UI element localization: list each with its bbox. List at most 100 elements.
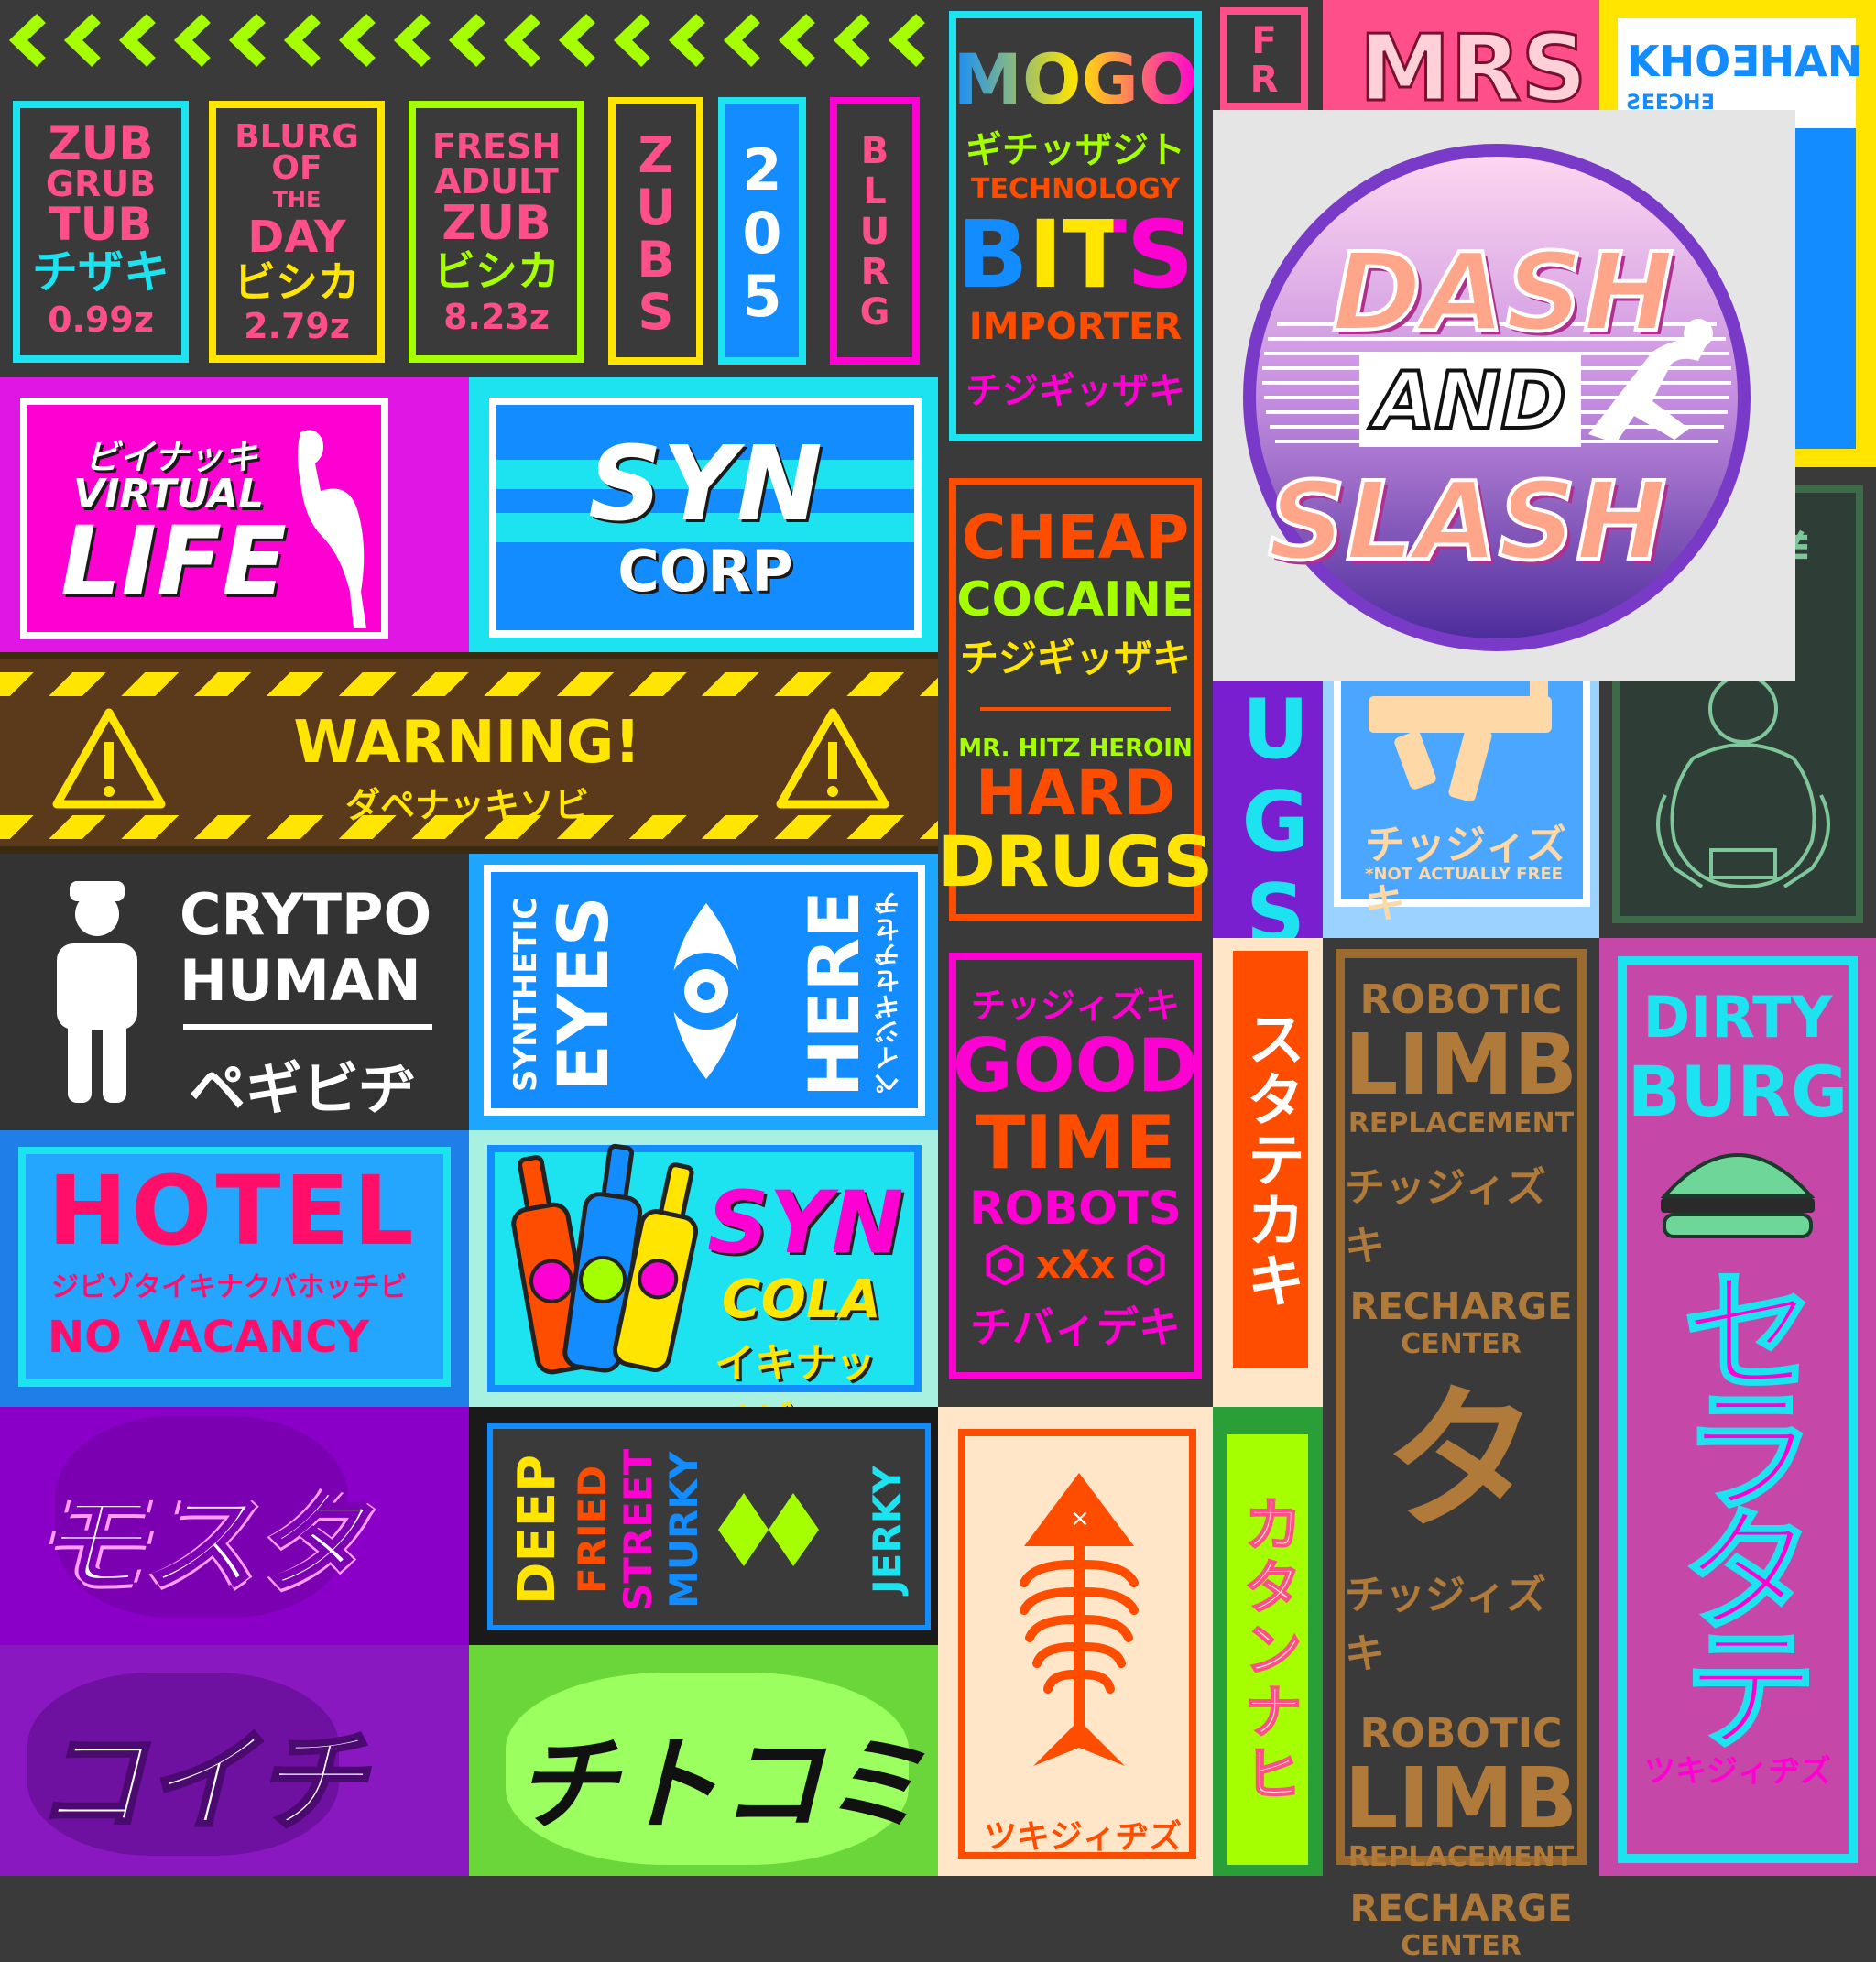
mogo-jp: チジギッザキ bbox=[965, 370, 1185, 412]
vertical-katakana: カタンナヒ bbox=[1233, 1493, 1303, 1806]
column-purple: UGS bbox=[1213, 681, 1324, 959]
sign-price: 0.99z bbox=[48, 300, 154, 340]
sign-205: 205 bbox=[718, 97, 806, 365]
limb-line: CENTER bbox=[1401, 1930, 1522, 1962]
sign-line: ADULT bbox=[434, 161, 559, 202]
chevron-icon bbox=[8, 13, 925, 68]
sign-vertical-text: ZUBS bbox=[627, 126, 685, 335]
divider bbox=[980, 707, 1171, 711]
mogo-line: TECHNOLOGY bbox=[971, 173, 1180, 205]
sign-fresh-adult-zub: FRESH ADULT ZUB ビシカ 8.23z bbox=[409, 101, 584, 363]
burg-jp: セラタテ bbox=[1656, 1259, 1818, 1739]
column-peach: スタテカキ bbox=[1213, 938, 1323, 1407]
hotel-title: HOTEL bbox=[48, 1155, 418, 1267]
sign-line: VIRTUAL bbox=[73, 471, 265, 518]
sign-line: SYNTHETIC bbox=[507, 896, 544, 1092]
sign-line: BLURG bbox=[234, 118, 359, 156]
vertical-katakana: スタテカキ bbox=[1237, 1008, 1304, 1311]
fr-text: FR bbox=[1243, 20, 1285, 97]
cola-line-2: COLA bbox=[722, 1268, 881, 1330]
sign-line: ZUB bbox=[442, 196, 551, 251]
robots-xxx: xXx bbox=[1035, 1242, 1116, 1287]
sign-deep-fried-jerky: DEEP FRIED STREET MURKY JERKY bbox=[469, 1407, 943, 1645]
sign-zubs: ZUBS bbox=[608, 97, 704, 365]
sign-mogo: MOGO ギチッザジト TECHNOLOGY BITS IMPORTER チジギ… bbox=[949, 11, 1202, 441]
jerky-word: DEEP bbox=[507, 1454, 567, 1606]
burg-line: BURG bbox=[1627, 1051, 1849, 1132]
warning-jp: ダペナッキソビ bbox=[344, 785, 589, 825]
divider bbox=[183, 1024, 432, 1030]
sign-line: LIFE bbox=[60, 506, 288, 617]
eye-icon bbox=[668, 903, 745, 1079]
hotel-status: NO VACANCY bbox=[48, 1312, 370, 1363]
sign-jp: ビシカ bbox=[433, 246, 560, 296]
sign-virtual-life: ビイナッキ VIRTUAL LIFE bbox=[20, 398, 388, 639]
mrs-title: MRS bbox=[1358, 14, 1589, 124]
sign-jp: ビシカ bbox=[234, 257, 360, 307]
sign-line: EYES bbox=[542, 896, 624, 1092]
sign-syn-cola: SYN COLA イキナッヂビ bbox=[487, 1143, 922, 1445]
sign-line: CRYTPO bbox=[180, 881, 432, 948]
big-katakana: モスタテ bbox=[33, 1477, 366, 1645]
sign-jp: ビイナッキ bbox=[84, 437, 258, 477]
sign-line: ZUB bbox=[48, 117, 154, 170]
burg-line: DIRTY bbox=[1642, 984, 1833, 1051]
column-green: カタンナヒ bbox=[1213, 1407, 1323, 1876]
limb-line: CENTER bbox=[1401, 1328, 1522, 1360]
coke-jp: チジギッザキ bbox=[959, 636, 1191, 681]
stripe bbox=[496, 513, 914, 542]
sign-line: HUMAN bbox=[180, 947, 421, 1014]
sign-vertical-text: 205 bbox=[728, 136, 796, 326]
panel-violet: コイチハ bbox=[0, 1645, 469, 1876]
mogo-line: BITS bbox=[956, 201, 1194, 310]
limb-line: RECHARGE bbox=[1349, 1888, 1573, 1930]
robots-jp: チッジィズキ bbox=[970, 986, 1180, 1026]
gun-note: *NOT ACTUALLY FREE bbox=[1365, 865, 1563, 884]
warning-title: WARNING! bbox=[293, 709, 641, 777]
sign-syn-corp: SYN CORP bbox=[489, 398, 922, 638]
mogo-title: MOGO bbox=[953, 38, 1198, 120]
jerky-word: JERKY bbox=[865, 1466, 910, 1594]
chevron-banner bbox=[0, 0, 943, 81]
sign-line: SYN bbox=[588, 424, 823, 544]
logo-word-and: AND bbox=[1359, 354, 1581, 449]
warning-triangle-icon bbox=[52, 708, 166, 809]
katakana-sign: スタテカキ bbox=[1233, 951, 1308, 1368]
sign-robotic-limb: ROBOTIC LIMB REPLACEMENT チッジィズキ RECHARGE… bbox=[1323, 938, 1599, 1962]
robots-jp: チバィデキ bbox=[970, 1303, 1181, 1352]
sumo-wrestler-icon bbox=[1656, 667, 1830, 889]
sign-line: DAY bbox=[247, 212, 346, 263]
coke-line: CHEAP bbox=[961, 502, 1190, 572]
fr-sign: FR bbox=[1220, 7, 1308, 110]
sign-line: OF bbox=[271, 149, 322, 187]
limb-big-glyph: タ bbox=[1382, 1370, 1539, 1552]
sign-jp: チザキ bbox=[32, 245, 169, 299]
mountain-icon bbox=[718, 1493, 819, 1566]
jerky-word: STREET bbox=[616, 1448, 660, 1611]
robots-line: TIME bbox=[975, 1100, 1176, 1185]
burger-icon bbox=[1660, 1153, 1816, 1238]
limb-line: RECHARGE bbox=[1349, 1286, 1573, 1328]
sign-crypto-human: CRYTPO HUMAN ペギビヂ bbox=[0, 854, 469, 1130]
hexagon-icon bbox=[986, 1244, 1024, 1285]
warning-triangle-icon bbox=[776, 708, 889, 809]
bottles-icon bbox=[511, 1143, 699, 1375]
sign-hotel: HOTEL ジビゾタイキナクバホッチビ NO VACANCY bbox=[18, 1147, 451, 1387]
sign-synthetic-eyes: SYNTHETIC EYES HERE ペイジギセヂセヂ bbox=[484, 865, 925, 1116]
gun-icon bbox=[1369, 681, 1552, 802]
stripe bbox=[496, 460, 914, 489]
limb-line: REPLACEMENT bbox=[1347, 1107, 1575, 1139]
limb-line: LIMB bbox=[1344, 1749, 1578, 1848]
gun-jp: チッジィズキ bbox=[1365, 822, 1566, 927]
limb-jp: チッジィズキ bbox=[1345, 1164, 1546, 1270]
hotel-jp: ジビゾタイキナクバホッチビ bbox=[51, 1271, 408, 1303]
limb-jp: チッジィズキ bbox=[1345, 1572, 1546, 1677]
sign-cheap-cocaine: CHEAP COCAINE チジギッザキ MR. HITZ HEROIN HAR… bbox=[938, 478, 1213, 921]
drugs-fragment: UGS bbox=[1227, 681, 1324, 959]
sign-line: HERE bbox=[793, 890, 875, 1097]
panel-purple: モスタテ bbox=[0, 1407, 469, 1645]
sign-line: TUB bbox=[49, 198, 153, 251]
hazard-stripe-bottom bbox=[0, 815, 938, 839]
logo-card: DASH AND SLASH bbox=[1213, 110, 1795, 681]
coke-line: DRUGS bbox=[937, 821, 1214, 902]
